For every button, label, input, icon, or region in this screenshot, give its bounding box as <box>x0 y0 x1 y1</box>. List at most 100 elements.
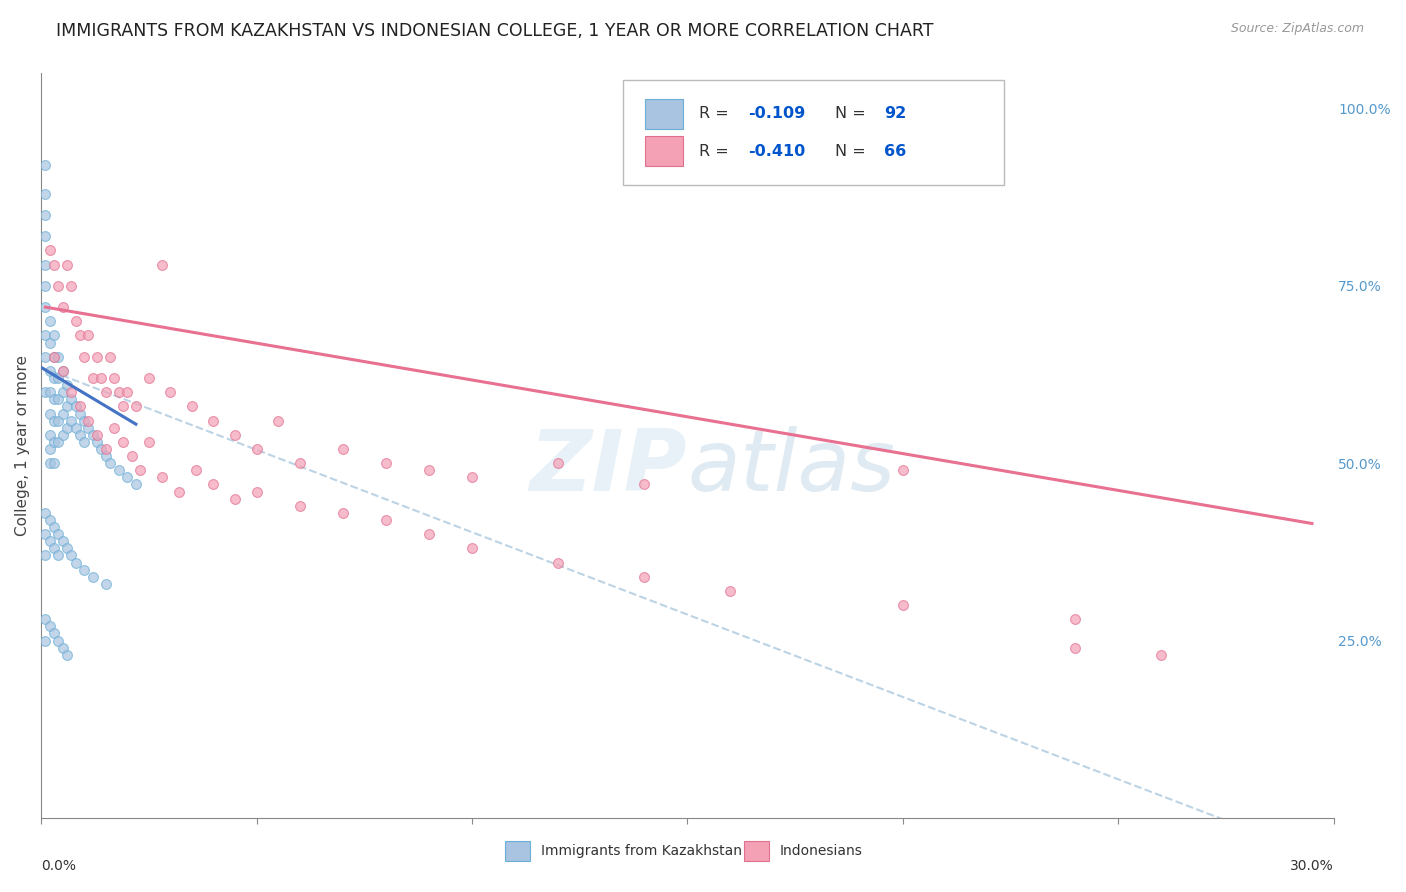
Point <box>60 414 83 428</box>
Point <box>69 328 91 343</box>
Point <box>288 499 311 513</box>
Point <box>38 244 60 258</box>
Point <box>77 328 100 343</box>
Point <box>42 520 65 534</box>
Point <box>65 400 87 414</box>
Point <box>107 385 129 400</box>
Point <box>77 414 100 428</box>
Point <box>129 463 152 477</box>
Point <box>90 442 112 456</box>
Point <box>34 350 56 364</box>
Point <box>34 549 56 563</box>
Point <box>52 407 75 421</box>
Point <box>34 385 56 400</box>
Point <box>38 385 60 400</box>
Point <box>73 434 96 449</box>
Text: ZIP: ZIP <box>530 426 688 509</box>
Point <box>891 598 914 612</box>
Point <box>86 427 108 442</box>
Point <box>891 463 914 477</box>
Point <box>56 258 79 272</box>
Point <box>42 414 65 428</box>
Point <box>52 640 75 655</box>
Point <box>34 506 56 520</box>
Point <box>52 364 75 378</box>
Point <box>103 421 125 435</box>
Point <box>42 258 65 272</box>
Point <box>111 400 134 414</box>
Point <box>82 371 104 385</box>
Point <box>38 335 60 350</box>
Point <box>60 392 83 407</box>
Text: N =: N = <box>835 106 866 121</box>
Point <box>34 300 56 314</box>
Point <box>46 633 69 648</box>
Point <box>46 392 69 407</box>
Point <box>121 449 143 463</box>
Point <box>42 350 65 364</box>
Text: -0.410: -0.410 <box>748 144 806 159</box>
Text: R =: R = <box>699 106 728 121</box>
Point <box>46 371 69 385</box>
Point <box>65 421 87 435</box>
Point <box>34 258 56 272</box>
Point <box>103 371 125 385</box>
Point <box>56 541 79 556</box>
Text: Immigrants from Kazakhstan: Immigrants from Kazakhstan <box>541 844 742 858</box>
Point <box>374 513 396 527</box>
Point <box>38 442 60 456</box>
Point <box>94 442 117 456</box>
Point <box>82 570 104 584</box>
Point <box>111 434 134 449</box>
Point <box>56 400 79 414</box>
Point <box>52 364 75 378</box>
Point <box>202 477 225 491</box>
Point <box>69 427 91 442</box>
Point <box>167 484 190 499</box>
Point <box>1064 640 1087 655</box>
Point <box>42 434 65 449</box>
Point <box>34 158 56 172</box>
Point <box>82 427 104 442</box>
Point <box>633 570 655 584</box>
Text: IMMIGRANTS FROM KAZAKHSTAN VS INDONESIAN COLLEGE, 1 YEAR OR MORE CORRELATION CHA: IMMIGRANTS FROM KAZAKHSTAN VS INDONESIAN… <box>56 22 934 40</box>
Text: R =: R = <box>699 144 728 159</box>
Point <box>38 314 60 328</box>
Point <box>60 278 83 293</box>
Point <box>547 456 569 470</box>
Point <box>73 350 96 364</box>
Point <box>38 427 60 442</box>
Point <box>94 576 117 591</box>
Point <box>65 556 87 570</box>
Point <box>332 506 354 520</box>
Y-axis label: College, 1 year or more: College, 1 year or more <box>15 355 30 536</box>
Text: 92: 92 <box>884 106 905 121</box>
Point <box>73 563 96 577</box>
Point <box>125 400 148 414</box>
Point <box>245 484 267 499</box>
Point <box>138 371 160 385</box>
Point <box>34 208 56 222</box>
Point <box>69 407 91 421</box>
Point <box>56 648 79 662</box>
Text: 30.0%: 30.0% <box>1289 859 1333 873</box>
Point <box>224 491 246 506</box>
Point <box>56 378 79 392</box>
Point <box>42 328 65 343</box>
Point <box>52 427 75 442</box>
Point <box>332 442 354 456</box>
Point <box>202 414 225 428</box>
Point <box>56 421 79 435</box>
Point <box>60 385 83 400</box>
Point <box>52 385 75 400</box>
Point <box>34 229 56 244</box>
Point <box>138 434 160 449</box>
Point <box>46 278 69 293</box>
Point <box>42 371 65 385</box>
Point <box>418 463 440 477</box>
Point <box>86 350 108 364</box>
Point <box>38 534 60 549</box>
Point <box>52 300 75 314</box>
Point <box>77 421 100 435</box>
Point <box>418 527 440 541</box>
